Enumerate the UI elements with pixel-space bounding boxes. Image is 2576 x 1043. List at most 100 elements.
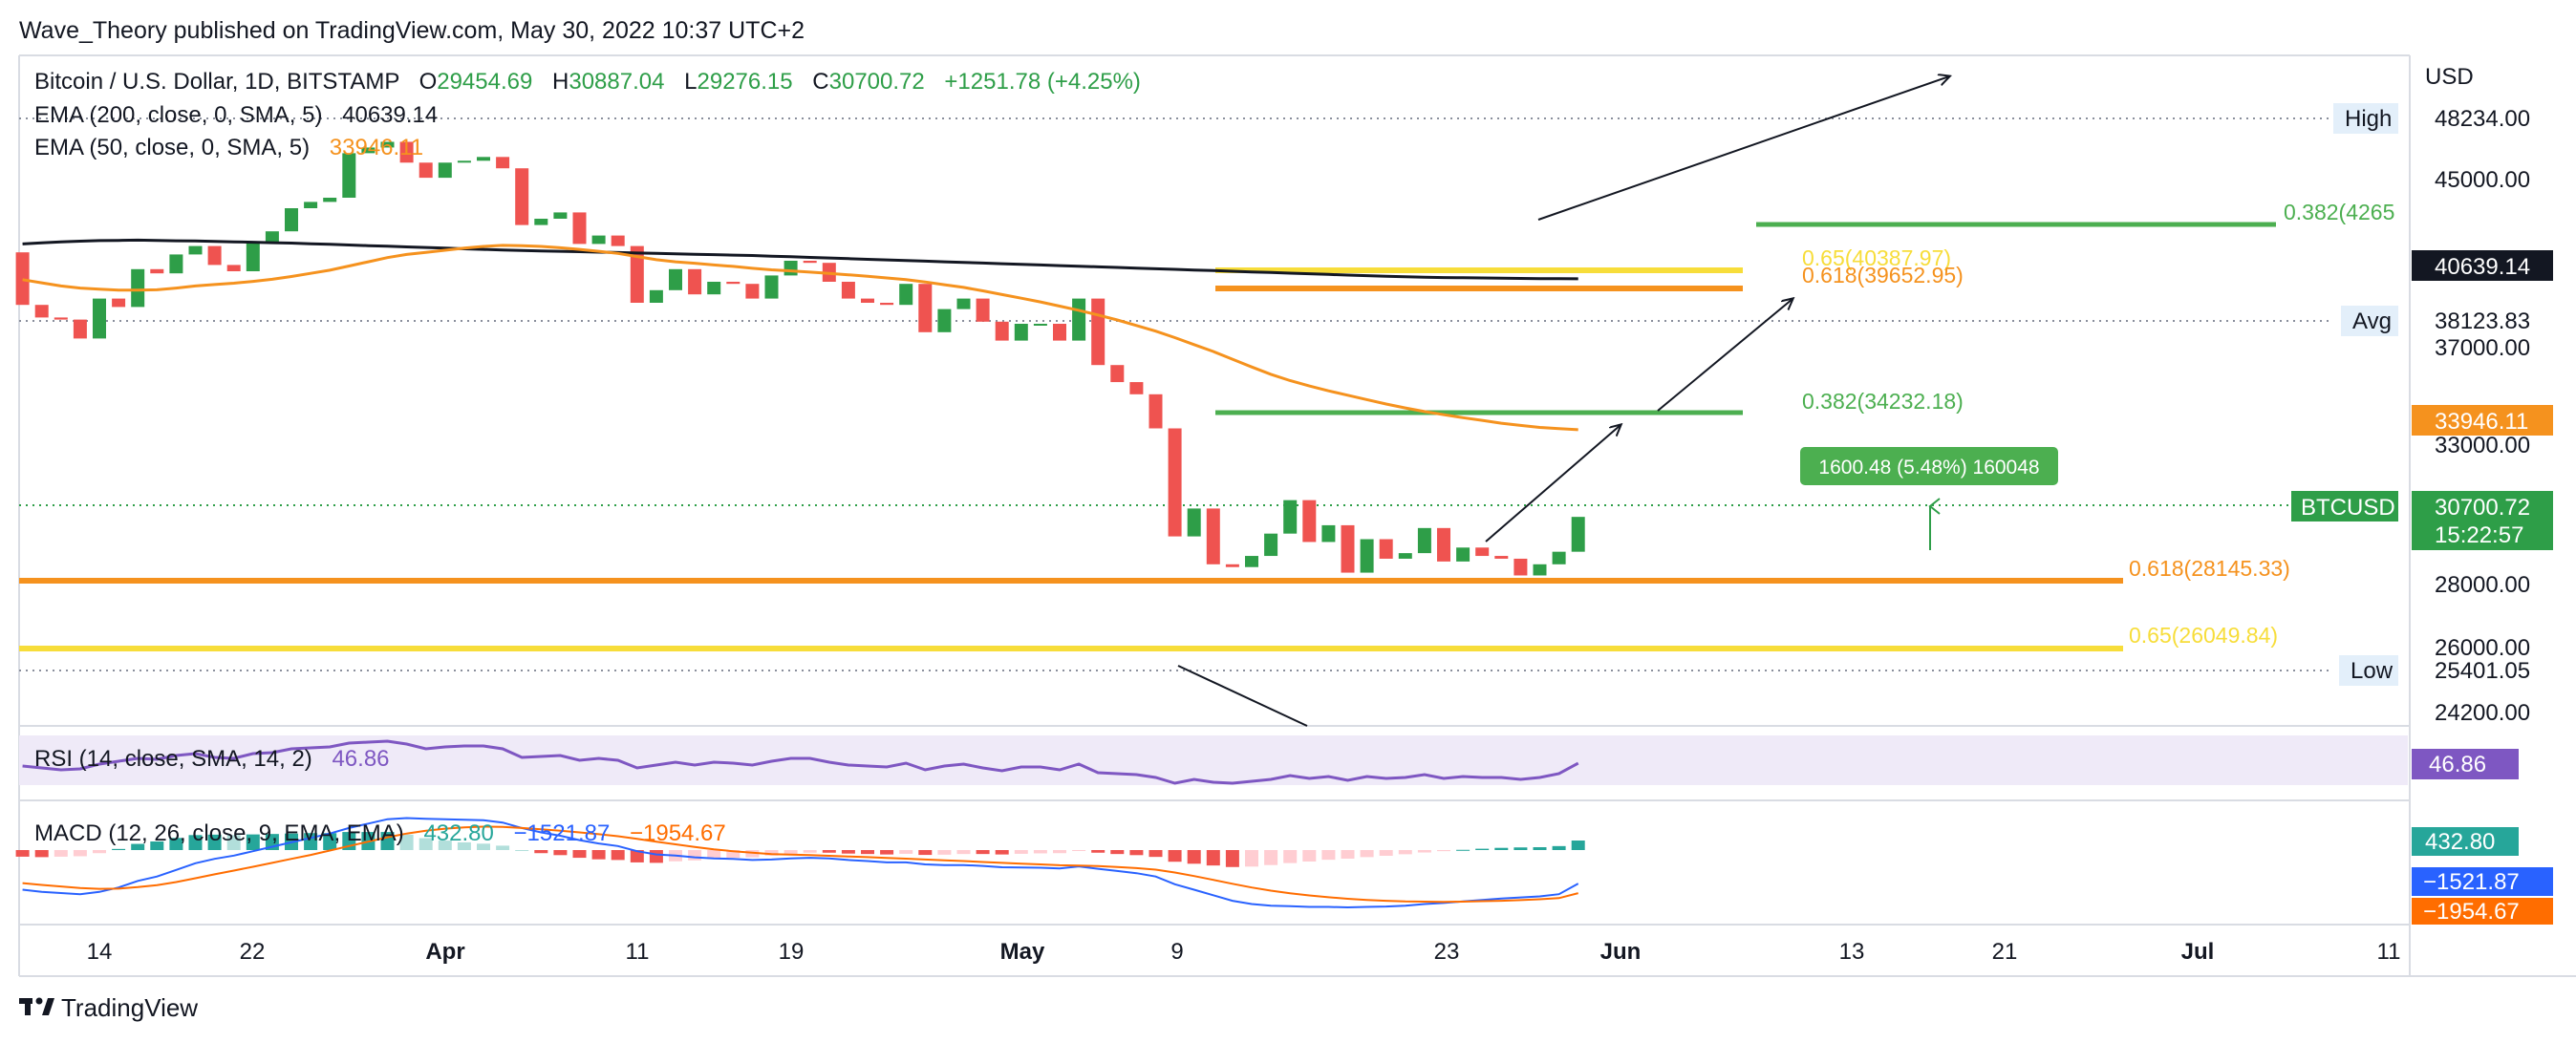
macd-hist-bar xyxy=(169,838,183,850)
candle xyxy=(1014,324,1028,341)
candle-body xyxy=(534,219,548,225)
candle xyxy=(1417,527,1431,554)
candle-body xyxy=(1513,558,1528,576)
candle xyxy=(131,268,145,308)
candle xyxy=(515,168,529,225)
main-legend: Bitcoin / U.S. Dollar, 1D, BITSTAMP O294… xyxy=(34,69,1141,160)
candle-body xyxy=(1110,365,1125,383)
candle-body xyxy=(1437,527,1450,562)
ema50-legend-label: EMA (50, close, 0, SMA, 5) xyxy=(34,135,310,160)
time-label-may: May xyxy=(1000,939,1045,965)
time-label-13: 13 xyxy=(1839,939,1865,965)
fib-label-0618-upper: 0.618(39652.95) xyxy=(1802,263,1964,287)
macd-hist-bar xyxy=(764,850,779,856)
candle-body xyxy=(207,245,222,266)
candle xyxy=(899,284,913,306)
candle-body xyxy=(591,235,606,245)
candle xyxy=(669,268,682,290)
price-tick-37000: 37000.00 xyxy=(2435,335,2530,361)
time-label-apr: Apr xyxy=(425,939,464,965)
macd-hist-bar xyxy=(1571,841,1585,850)
candle-body xyxy=(688,268,702,295)
macd-hist-bar xyxy=(457,841,471,850)
candle-body xyxy=(611,235,625,246)
macd-hist-bar xyxy=(207,834,222,850)
price-range-measure: 1600.48 (5.48%) 160048 xyxy=(1800,447,2058,550)
ema50-legend-value: 33946.11 xyxy=(330,135,423,160)
candle xyxy=(361,147,376,154)
candle xyxy=(611,235,625,246)
candle xyxy=(764,275,779,299)
candle xyxy=(688,268,702,295)
fib-label-0618-lower: 0.618(28145.33) xyxy=(2129,556,2290,581)
ema50-line xyxy=(22,244,1578,432)
tradingview-logo: TradingView xyxy=(19,993,198,1022)
candle xyxy=(1475,547,1490,557)
macd-hist-bar xyxy=(54,850,68,857)
svg-text:Bitcoin / U.S. Dollar, 1D, BIT: Bitcoin / U.S. Dollar, 1D, BITSTAMP O294… xyxy=(34,69,1141,95)
macd-hist-bar xyxy=(1379,850,1393,856)
macd-line xyxy=(22,817,1579,909)
candle xyxy=(1110,365,1125,383)
macd-hist-bar xyxy=(822,850,836,853)
candle-body xyxy=(438,162,452,179)
candle-body xyxy=(1283,500,1298,534)
candle xyxy=(1053,324,1066,341)
open-label: O xyxy=(419,69,438,95)
candlestick-series xyxy=(15,141,1585,576)
time-label-11b: 11 xyxy=(2377,939,2401,965)
candle-body xyxy=(457,160,471,163)
macd-hist-bar xyxy=(1341,850,1355,859)
ema200-legend-label: EMA (200, close, 0, SMA, 5) xyxy=(34,102,322,128)
macd-legend-label: MACD (12, 26, close, 9, EMA, EMA) xyxy=(34,820,404,846)
macd-signal-line xyxy=(22,825,1578,904)
svg-text:MACD (12, 26, close, 9, EMA, E: MACD (12, 26, close, 9, EMA, EMA) 432.80… xyxy=(34,820,726,846)
countdown-axis-badge: 15:22:57 xyxy=(2435,522,2523,548)
macd-legend: MACD (12, 26, close, 9, EMA, EMA) 432.80… xyxy=(34,820,726,846)
candle xyxy=(976,298,990,322)
candle xyxy=(1187,508,1201,537)
macd-hist-bar xyxy=(707,850,721,860)
measure-label: 1600.48 (5.48%) 160048 xyxy=(1818,457,2039,479)
candle xyxy=(572,212,587,245)
candle xyxy=(1206,508,1220,564)
candle xyxy=(380,141,395,148)
macd-hist-bar xyxy=(534,850,548,854)
fib-label-065-lower: 0.65(26049.84) xyxy=(2129,623,2278,648)
candle-body xyxy=(726,282,741,285)
macd-hist-bar xyxy=(1187,850,1201,864)
macd-hist-bar xyxy=(1014,850,1028,854)
candle xyxy=(1513,558,1528,576)
candle xyxy=(1494,556,1509,559)
macd-hist-bar xyxy=(1129,850,1144,856)
candle-body xyxy=(918,284,933,332)
candle-body xyxy=(323,198,337,202)
avg-marker-label: Avg xyxy=(2352,309,2392,334)
macd-hist-bar xyxy=(226,835,241,850)
candle xyxy=(1225,564,1239,567)
candle-body xyxy=(515,168,529,225)
ema200-legend-value: 40639.14 xyxy=(342,102,438,128)
rsi-axis-badge: 46.86 xyxy=(2429,752,2486,777)
candle xyxy=(956,298,971,309)
annotation-arrows xyxy=(1177,76,1949,727)
high-label: H xyxy=(552,69,569,95)
candle-body xyxy=(265,231,279,243)
candle xyxy=(1552,551,1566,564)
macd-hist-bar xyxy=(150,841,164,850)
candle-body xyxy=(477,157,490,161)
candle-body xyxy=(1053,324,1066,341)
macd-hist-bar xyxy=(1206,850,1220,866)
candle-body xyxy=(1033,324,1047,326)
candle-body xyxy=(169,254,183,274)
high-marker-value: 48234.00 xyxy=(2435,106,2530,132)
candle-body xyxy=(342,153,356,198)
candle-body xyxy=(1187,508,1201,537)
price-axis-badge: 30700.72 xyxy=(2435,495,2530,521)
candle-body xyxy=(841,282,855,299)
candle-body xyxy=(1148,394,1163,429)
candle-body xyxy=(745,284,760,299)
candle xyxy=(419,162,433,179)
candle-body xyxy=(15,252,30,306)
candle-body xyxy=(1398,553,1412,559)
